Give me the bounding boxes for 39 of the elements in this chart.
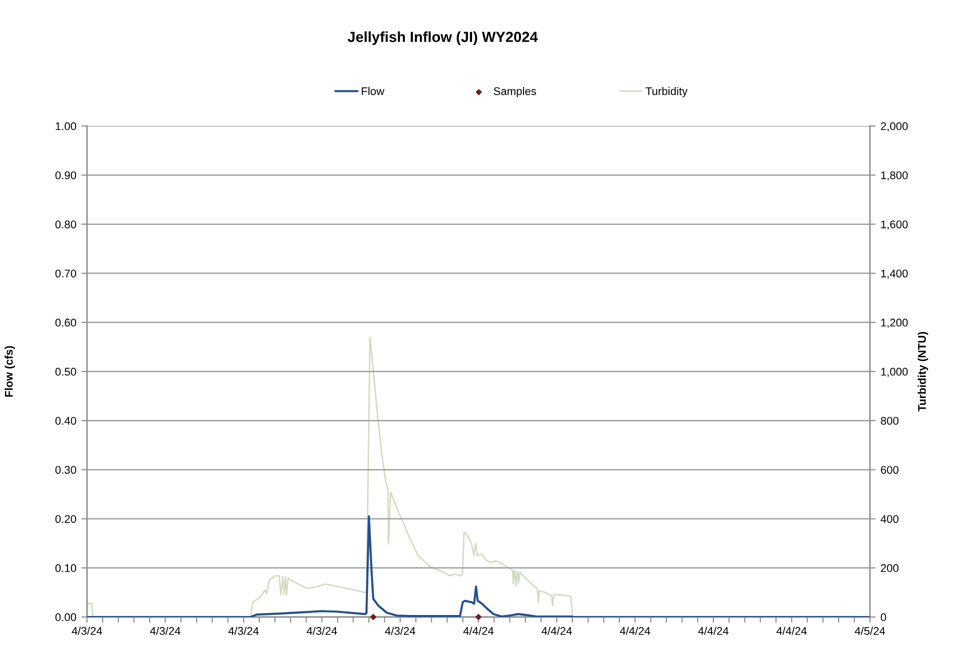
- y2-tick-label: 1,800: [881, 171, 908, 181]
- y2-tick-label: 1,200: [881, 318, 908, 328]
- x-tick-label: 4/4/24: [542, 626, 572, 635]
- y2-tick-label: 400: [880, 515, 898, 523]
- x-tick-label: 4/3/24: [384, 626, 416, 635]
- y-tick-label: 0.50: [55, 368, 76, 376]
- y2-tick-label: 1,000: [881, 368, 908, 377]
- x-tick-label: 4/3/24: [306, 626, 338, 635]
- y-tick-label: 0.10: [55, 564, 76, 572]
- x-tick-label: 4/3/24: [228, 626, 259, 635]
- y2-tick-label: 200: [880, 564, 898, 572]
- y-tick-label: 0.80: [55, 220, 76, 228]
- y2-tick-label: 800: [880, 416, 898, 425]
- y2-tick-label: 2,000: [880, 122, 908, 132]
- y2-tick-label: 1,600: [881, 220, 908, 230]
- y-tick-label: 0.60: [55, 318, 76, 327]
- y2-tick-label: 600: [880, 466, 898, 474]
- y-tick-label: 0.90: [55, 171, 76, 180]
- legend-label: Flow: [362, 86, 384, 96]
- x-tick-label: 4/4/24: [463, 626, 494, 635]
- y-axis-title: Flow (cfs): [4, 346, 15, 397]
- y-tick-label: 1.00: [56, 122, 76, 130]
- legend-label: Samples: [494, 86, 536, 98]
- x-tick-label: 4/3/24: [150, 626, 180, 635]
- legend-label: Turbidity: [646, 86, 688, 98]
- x-tick-label: 4/5/24: [854, 626, 886, 635]
- x-tick-label: 4/3/24: [72, 626, 102, 635]
- y2-axis-title: Turbidity (NTU): [918, 332, 928, 412]
- y2-tick-label: 1,400: [881, 270, 908, 279]
- y-tick-label: 0.30: [55, 466, 76, 474]
- y-tick-label: 0.00: [55, 613, 76, 622]
- chart-title: Jellyfish Inflow (JI) WY2024: [348, 31, 538, 45]
- y-tick-label: 0.20: [55, 515, 76, 523]
- y2-tick-label: 0: [880, 613, 886, 622]
- y-tick-label: 0.40: [55, 416, 76, 425]
- y-tick-label: 0.70: [55, 270, 76, 278]
- x-tick-label: 4/4/24: [698, 626, 728, 635]
- x-tick-label: 4/4/24: [776, 626, 807, 635]
- x-tick-label: 4/4/24: [620, 626, 650, 635]
